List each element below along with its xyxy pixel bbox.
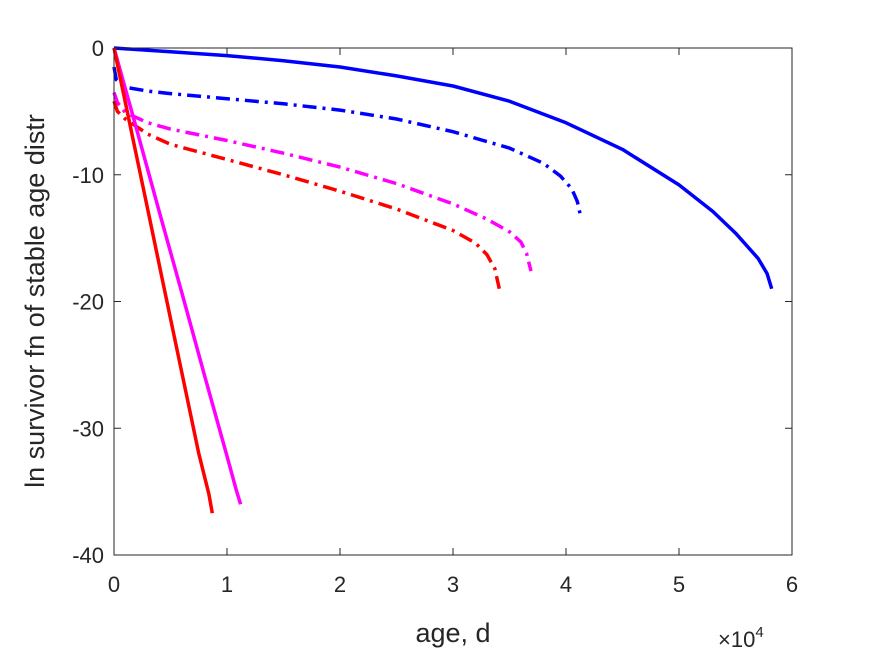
x-tick-label: 0 bbox=[108, 572, 120, 597]
series-layer bbox=[112, 46, 774, 514]
series-line-5 bbox=[112, 47, 243, 505]
plot-area bbox=[114, 48, 792, 555]
x-tick-label: 3 bbox=[447, 572, 459, 597]
series-line-1 bbox=[113, 46, 774, 290]
x-axis-exponent-base: ×10 bbox=[718, 627, 755, 652]
y-tick-label: -30 bbox=[72, 416, 104, 441]
series-line-6 bbox=[112, 47, 215, 514]
series-line-4 bbox=[112, 100, 502, 290]
x-axis-exponent-power: 4 bbox=[755, 624, 763, 641]
x-tick-label: 2 bbox=[334, 572, 346, 597]
x-tick-label: 1 bbox=[221, 572, 233, 597]
y-axis-ticks: 0 -10 -20 -30 -40 bbox=[72, 36, 792, 568]
x-axis-label: age, d bbox=[415, 618, 490, 648]
y-tick-label: -10 bbox=[72, 163, 104, 188]
x-axis-exponent: ×104 bbox=[718, 624, 764, 652]
x-tick-label: 5 bbox=[673, 572, 685, 597]
x-tick-label: 4 bbox=[560, 572, 572, 597]
x-tick-label: 6 bbox=[786, 572, 798, 597]
series-line-2 bbox=[112, 66, 583, 217]
y-tick-label: -40 bbox=[72, 543, 104, 568]
y-tick-label: 0 bbox=[92, 36, 104, 61]
x-axis-ticks: 0 1 2 3 4 5 6 bbox=[108, 48, 798, 597]
y-axis-label: ln survivor fn of stable age distr bbox=[20, 114, 50, 488]
y-tick-label: -20 bbox=[72, 290, 104, 315]
